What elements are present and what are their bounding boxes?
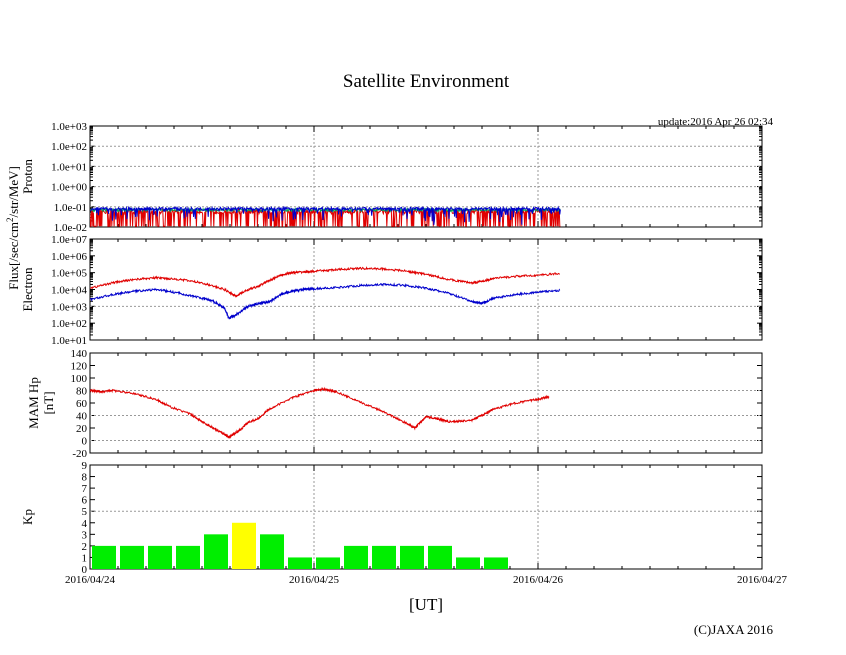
x-axis-label: [UT] xyxy=(409,595,443,614)
y-tick-label: 5 xyxy=(82,506,88,518)
kp-bar xyxy=(92,545,116,569)
plot-area xyxy=(90,386,550,440)
flux-unit-label: Flux[/sec/cm2/str/MeV] xyxy=(5,166,21,290)
kp-bar xyxy=(232,522,256,569)
kp-bar xyxy=(400,545,424,569)
y-tick-label: 1.0e+05 xyxy=(51,268,87,280)
kp-bar xyxy=(456,557,480,569)
update-time: update:2016 Apr 26 02:34 xyxy=(658,116,774,128)
panel-proton: 1.0e-02 1.0e-01 1.0e+00 1.0e+01 1.0e+02 1.0e+… xyxy=(20,121,763,234)
y-tick-label: 8 xyxy=(82,472,88,484)
y-tick-label: 1.0e+03 xyxy=(51,301,87,313)
y-tick-label: 60 xyxy=(76,398,88,410)
kp-bar xyxy=(484,557,508,569)
series-blue xyxy=(90,205,561,226)
kp-bar xyxy=(372,545,396,569)
chart-title: Satellite Environment xyxy=(343,71,510,92)
y-tick-label: 140 xyxy=(71,348,88,360)
y-tick-label: 7 xyxy=(82,483,88,495)
y-tick-label: 1.0e+01 xyxy=(51,161,87,173)
kp-bar xyxy=(316,557,340,569)
kp-bar xyxy=(288,557,312,569)
y-tick-label: 0 xyxy=(82,436,88,448)
panels: 1.0e-021.0e-011.0e+001.0e+011.0e+021.0e+… xyxy=(20,121,763,576)
y-axis-label: Electron xyxy=(20,267,35,312)
x-tick-label: 2016/04/26 xyxy=(513,574,564,586)
y-axis-label: MAM Hp xyxy=(26,377,41,429)
y-tick-label: 1.0e+07 xyxy=(51,234,87,246)
panel-electron: 1.0e+01 1.0e+02 1.0e+03 1.0e+04 1.0e+05 1.0e+… xyxy=(20,234,763,347)
y-tick-label: 0 xyxy=(82,564,88,576)
y-tick-label: 4 xyxy=(82,518,88,530)
x-tick-label: 2016/04/27 xyxy=(737,574,788,586)
copyright: (C)JAXA 2016 xyxy=(694,622,774,637)
plot-area xyxy=(92,522,508,569)
x-tick-label: 2016/04/24 xyxy=(65,574,116,586)
y-tick-label: 1.0e+00 xyxy=(51,182,87,194)
panel-frame xyxy=(89,352,763,454)
y-tick-label: 1.0e+01 xyxy=(51,335,87,347)
x-tick-label: 2016/04/25 xyxy=(289,574,340,586)
y-axis-label-unit: [nT] xyxy=(41,391,56,414)
kp-bar xyxy=(344,545,368,569)
y-tick-label: 9 xyxy=(82,460,88,472)
y-tick-label: 2 xyxy=(82,541,88,553)
y-tick-label: -20 xyxy=(72,448,87,460)
kp-bar xyxy=(176,545,200,569)
y-tick-label: 20 xyxy=(76,423,88,435)
series-red xyxy=(90,266,560,298)
plot-area xyxy=(90,266,561,320)
y-tick-label: 1.0e+02 xyxy=(51,141,87,153)
series-red xyxy=(90,386,550,440)
y-tick-label: 100 xyxy=(71,373,88,385)
y-tick-label: 1.0e+02 xyxy=(51,318,87,330)
y-tick-label: 1.0e-01 xyxy=(54,202,87,214)
y-tick-label: 120 xyxy=(71,361,88,373)
y-axis-label: Kp xyxy=(20,509,35,525)
y-tick-label: 1.0e+04 xyxy=(51,285,87,297)
plot-area xyxy=(90,205,561,227)
y-tick-label: 3 xyxy=(82,529,88,541)
kp-bar xyxy=(120,545,144,569)
y-tick-label: 6 xyxy=(82,495,88,507)
y-tick-label: 80 xyxy=(76,386,88,398)
kp-bar xyxy=(260,534,284,569)
kp-bar xyxy=(148,545,172,569)
y-tick-label: 1.0e+03 xyxy=(51,121,87,133)
y-axis-label: Proton xyxy=(20,159,35,194)
x-tick-labels: 2016/04/24 2016/04/25 2016/04/26 2016/04/27 xyxy=(65,574,788,586)
y-tick-label: 40 xyxy=(76,411,88,423)
series-blue xyxy=(90,282,561,320)
y-tick-label: 1 xyxy=(82,552,88,564)
kp-bar xyxy=(428,545,452,569)
panel-frame xyxy=(89,238,763,341)
kp-bar xyxy=(204,534,228,569)
y-tick-label: 1.0e-02 xyxy=(54,222,87,234)
y-tick-label: 1.0e+06 xyxy=(51,251,87,263)
